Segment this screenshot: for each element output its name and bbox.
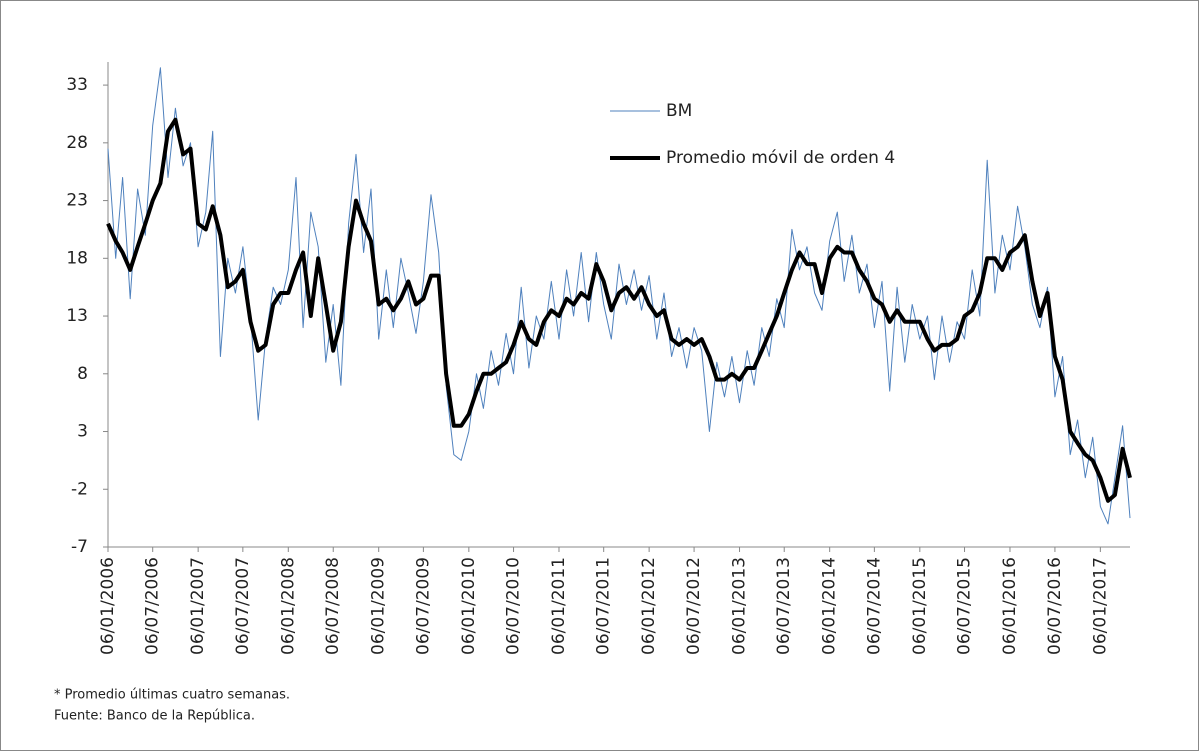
note: Fuente: Banco de la República. — [54, 709, 255, 724]
x-tick-label: 06/01/2014 — [820, 557, 840, 655]
x-tick-label: 06/01/2015 — [910, 557, 930, 655]
x-tick-label: 06/07/2010 — [504, 557, 524, 655]
y-tick-label: 3 — [77, 422, 88, 442]
y-tick-label: 13 — [66, 306, 88, 326]
legend-label: BM — [666, 101, 692, 121]
y-tick-label: -7 — [71, 537, 88, 557]
x-tick-label: 06/07/2009 — [413, 557, 433, 655]
x-tick-label: 06/07/2006 — [143, 557, 163, 655]
y-tick-label: 33 — [66, 75, 88, 95]
data-line — [106, 117, 1132, 503]
x-tick-label: 06/01/2007 — [188, 557, 208, 655]
x-tick-label: 06/01/2008 — [278, 557, 298, 655]
x-tick-label: 06/01/2010 — [459, 557, 479, 655]
x-tick-label: 06/07/2008 — [323, 557, 343, 655]
x-tick-label: 06/01/2012 — [639, 557, 659, 655]
y-tick-label: 18 — [66, 248, 88, 268]
note: * Promedio últimas cuatro semanas. — [54, 688, 290, 703]
x-tick-label: 06/01/2006 — [98, 557, 118, 655]
legend-label: Promedio móvil de orden 4 — [666, 148, 895, 168]
x-tick-label: 06/07/2013 — [774, 557, 794, 655]
x-tick-label: 06/07/2016 — [1045, 557, 1065, 655]
y-tick-label: 28 — [66, 133, 88, 153]
x-tick-label: 06/01/2009 — [369, 557, 389, 655]
x-tick-label: 06/01/2016 — [1000, 557, 1020, 655]
x-tick-label: 06/01/2013 — [730, 557, 750, 655]
y-tick-label: -2 — [71, 479, 88, 499]
x-tick-label: 06/07/2007 — [233, 557, 253, 655]
x-tick-label: 06/07/2015 — [955, 557, 975, 655]
y-tick-label: 8 — [77, 364, 88, 384]
y-tick-label: 23 — [66, 191, 88, 211]
x-tick-label: 06/07/2012 — [684, 557, 704, 655]
x-tick-label: 06/01/2017 — [1090, 557, 1110, 655]
x-tick-label: 06/07/2014 — [864, 557, 884, 655]
x-tick-label: 06/01/2011 — [549, 557, 569, 655]
x-tick-label: 06/07/2011 — [594, 557, 614, 655]
